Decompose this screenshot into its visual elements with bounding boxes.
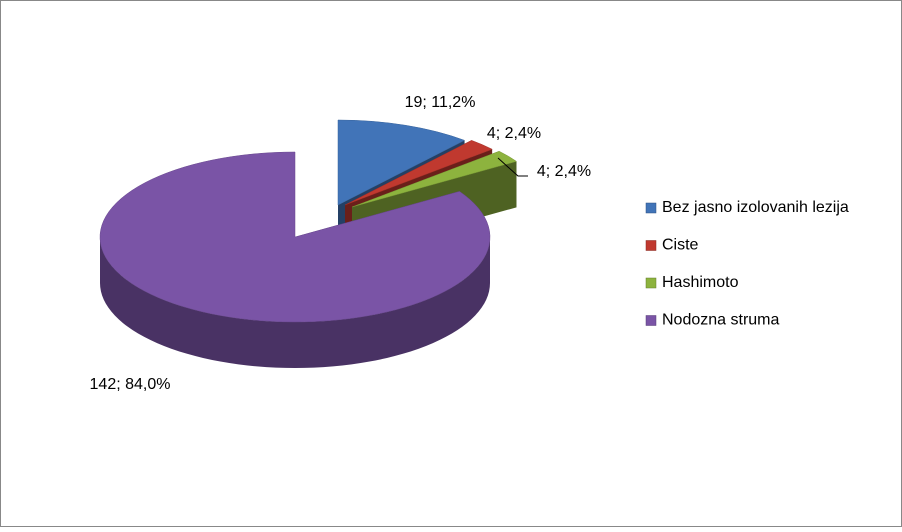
legend-label: Hashimoto (662, 274, 739, 291)
legend-label: Ciste (662, 237, 699, 254)
slice-top (337, 119, 466, 206)
data-label: 19; 11,2% (405, 94, 476, 111)
data-label: 4; 2,4% (487, 125, 541, 142)
legend-marker (645, 202, 657, 214)
legend-label: Bez jasno izolovanih lezija (662, 199, 849, 216)
data-label: 142; 84,0% (90, 376, 171, 393)
legend-label: Nodozna struma (662, 312, 779, 329)
data-label: 4; 2,4% (537, 163, 591, 180)
pie-slice (99, 151, 491, 368)
legend-marker (645, 277, 657, 289)
legend-marker (645, 240, 657, 251)
legend-marker (645, 315, 657, 326)
slice-top (351, 150, 518, 208)
slice-top (344, 140, 493, 206)
slice-top (99, 151, 491, 323)
leader-line (497, 157, 528, 177)
slice-side (100, 237, 490, 368)
